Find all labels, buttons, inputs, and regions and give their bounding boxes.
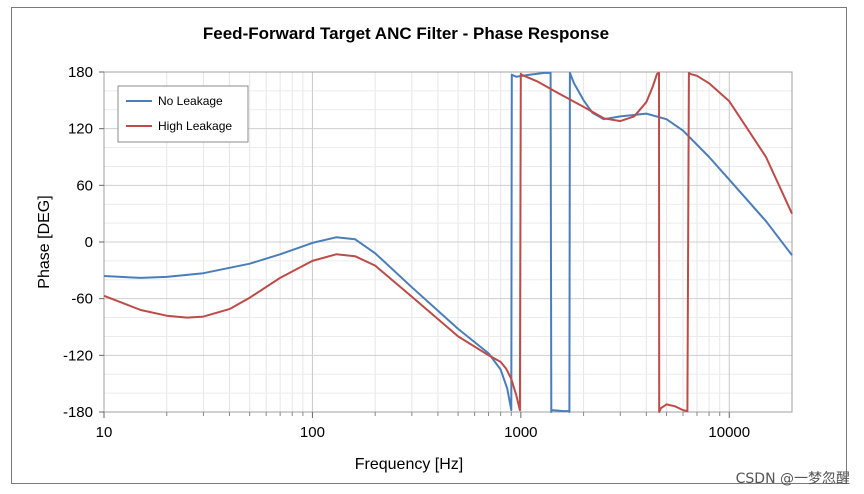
legend-box: [117, 85, 249, 143]
x-tick-label: 1000: [504, 424, 537, 441]
y-tick-label: 0: [85, 234, 93, 251]
y-tick-label: 120: [68, 121, 93, 138]
legend: No Leakage High Leakage: [117, 85, 249, 143]
series-layer: [103, 71, 793, 413]
chart-title: Feed-Forward Target ANC Filter - Phase R…: [203, 24, 609, 43]
legend-label-no-leakage: No Leakage: [158, 94, 223, 108]
x-tick-label: 10: [96, 424, 113, 441]
watermark: CSDN @一梦忽醒: [735, 471, 850, 487]
x-tick-label: 100: [300, 424, 325, 441]
y-tick-label: 60: [76, 177, 93, 194]
y-tick-label: -120: [63, 347, 93, 364]
y-tick-label: -60: [71, 291, 93, 308]
x-axis-label: Frequency [Hz]: [355, 456, 463, 473]
axis-ticks: 10 100 1000 10000 -180 -120 -60 0 60 120 180: [63, 64, 750, 441]
y-tick-label: 180: [68, 64, 93, 81]
x-tick-label: 10000: [708, 424, 750, 441]
series-line-no-leakage: [103, 71, 793, 413]
series-line-high-leakage: [103, 71, 793, 413]
legend-label-high-leakage: High Leakage: [158, 119, 232, 133]
y-axis-label: Phase [DEG]: [36, 195, 53, 288]
y-tick-label: -180: [63, 404, 93, 421]
